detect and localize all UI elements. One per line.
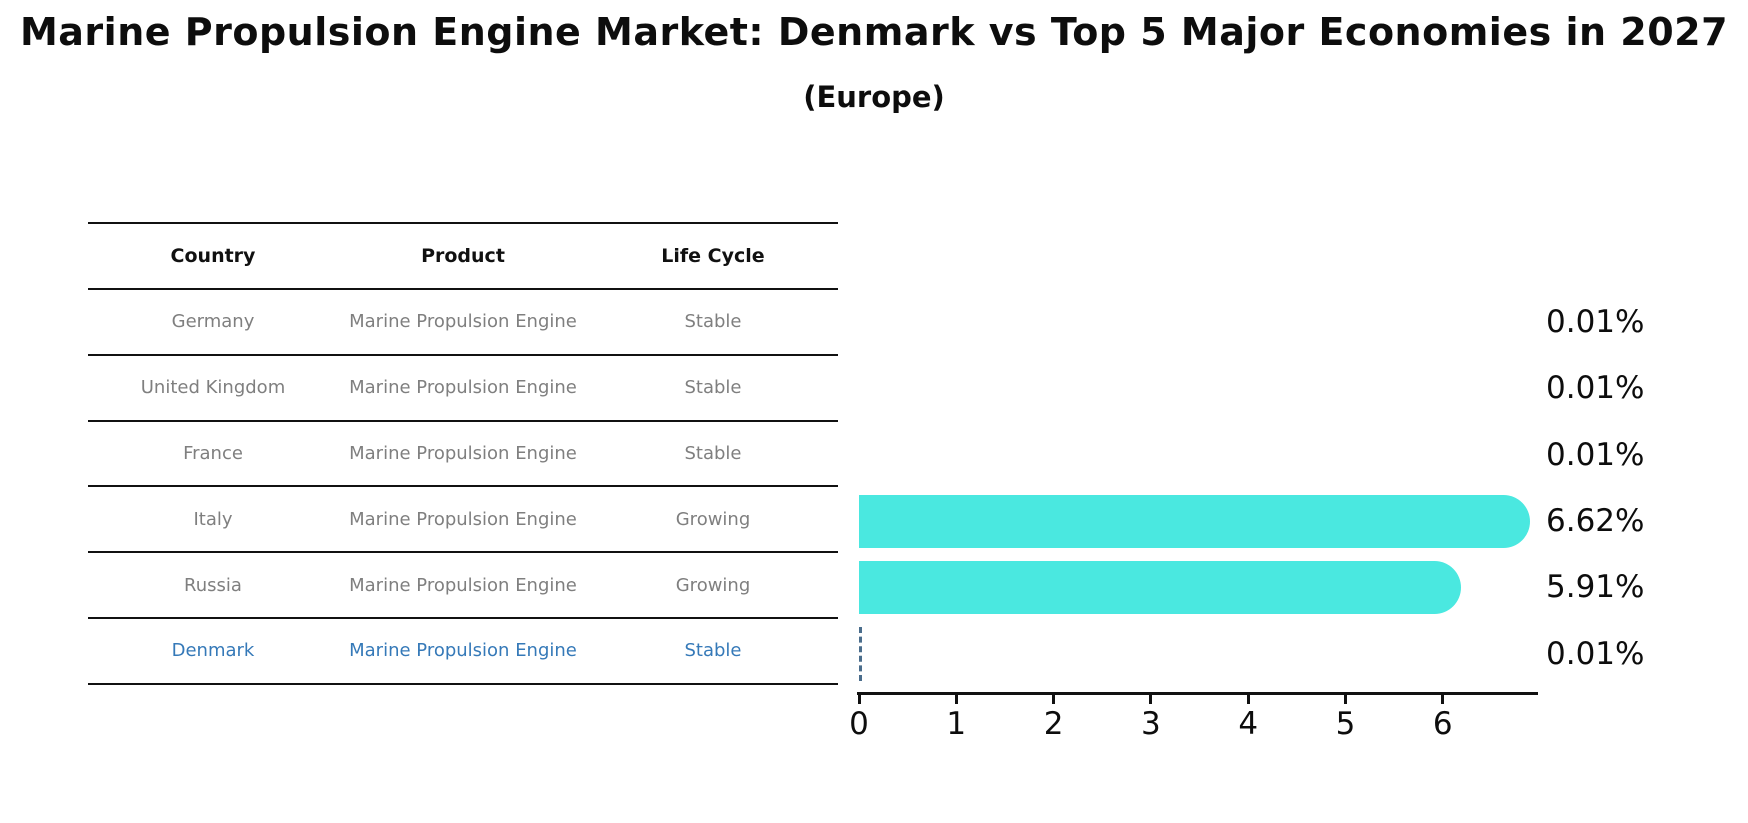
- cell-country: Denmark: [88, 617, 338, 685]
- cell-product: Marine Propulsion Engine: [338, 420, 588, 488]
- x-axis-line: [857, 692, 1538, 695]
- x-axis-tick-label: 5: [1335, 706, 1356, 742]
- cell-product: Marine Propulsion Engine: [338, 486, 588, 554]
- x-axis-tick-label: 2: [1043, 706, 1064, 742]
- table-row: United Kingdom Marine Propulsion Engine St…: [88, 354, 838, 422]
- cell-country: France: [88, 420, 338, 488]
- cell-life-cycle: Growing: [588, 552, 838, 619]
- value-label: 5.91%: [1546, 569, 1645, 606]
- cell-life-cycle: Stable: [588, 617, 838, 685]
- country-table: Country Product Life Cycle Germany Marine…: [88, 222, 838, 685]
- cell-country: Italy: [88, 486, 338, 554]
- bar-chart: 0.01% 0.01% 0.01% 6.62% 5.91% 0.01% 0 1 2 3 4 5 6: [849, 289, 1644, 742]
- value-label: 0.01%: [1546, 635, 1645, 672]
- cell-country: Germany: [88, 289, 338, 356]
- value-label: 0.01%: [1546, 370, 1645, 407]
- x-axis-tick: [954, 695, 958, 704]
- table-row: Italy Marine Propulsion Engine Growing: [88, 486, 838, 554]
- bar-russia: [859, 560, 1461, 614]
- x-axis-tick-label: 4: [1238, 706, 1259, 742]
- col-header-product: Product: [338, 223, 588, 290]
- value-label: 0.01%: [1546, 436, 1645, 473]
- cell-life-cycle: Stable: [588, 354, 838, 422]
- table-row: Russia Marine Propulsion Engine Growing: [88, 552, 838, 619]
- table-row: France Marine Propulsion Engine Stable: [88, 420, 838, 488]
- x-axis-tick: [1052, 695, 1056, 704]
- cell-life-cycle: Growing: [588, 486, 838, 554]
- chart-subtitle: (Europe): [803, 80, 945, 114]
- cell-country: Russia: [88, 552, 338, 619]
- value-label: 0.01%: [1546, 304, 1645, 341]
- table-row: Germany Marine Propulsion Engine Stable: [88, 289, 838, 356]
- x-axis-tick-label: 3: [1141, 706, 1161, 742]
- x-axis-tick: [1344, 695, 1347, 704]
- table-header-row: Country Product Life Cycle: [88, 223, 838, 290]
- bar-italy: [859, 494, 1530, 548]
- cell-country: United Kingdom: [88, 354, 338, 422]
- cell-life-cycle: Stable: [588, 289, 838, 356]
- cell-product: Marine Propulsion Engine: [338, 617, 588, 685]
- chart-title: Marine Propulsion Engine Market: Denmark…: [19, 10, 1729, 54]
- x-axis-tick-label: 1: [946, 706, 967, 742]
- x-axis-tick-label: 0: [849, 706, 869, 742]
- x-axis-tick-label: 6: [1432, 706, 1453, 742]
- cell-product: Marine Propulsion Engine: [338, 354, 588, 422]
- x-axis-tick: [857, 695, 861, 704]
- col-header-life-cycle: Life Cycle: [588, 223, 838, 290]
- cell-life-cycle: Stable: [588, 420, 838, 488]
- denmark-dashed-marker: [859, 626, 862, 681]
- table-row: Denmark Marine Propulsion Engine Stable: [88, 617, 838, 685]
- cell-product: Marine Propulsion Engine: [338, 289, 588, 356]
- x-axis-tick: [1441, 695, 1445, 704]
- x-axis-tick: [1149, 695, 1153, 704]
- col-header-country: Country: [88, 223, 338, 290]
- x-axis-tick: [1246, 695, 1250, 704]
- cell-product: Marine Propulsion Engine: [338, 552, 588, 619]
- value-label: 6.62%: [1546, 503, 1645, 540]
